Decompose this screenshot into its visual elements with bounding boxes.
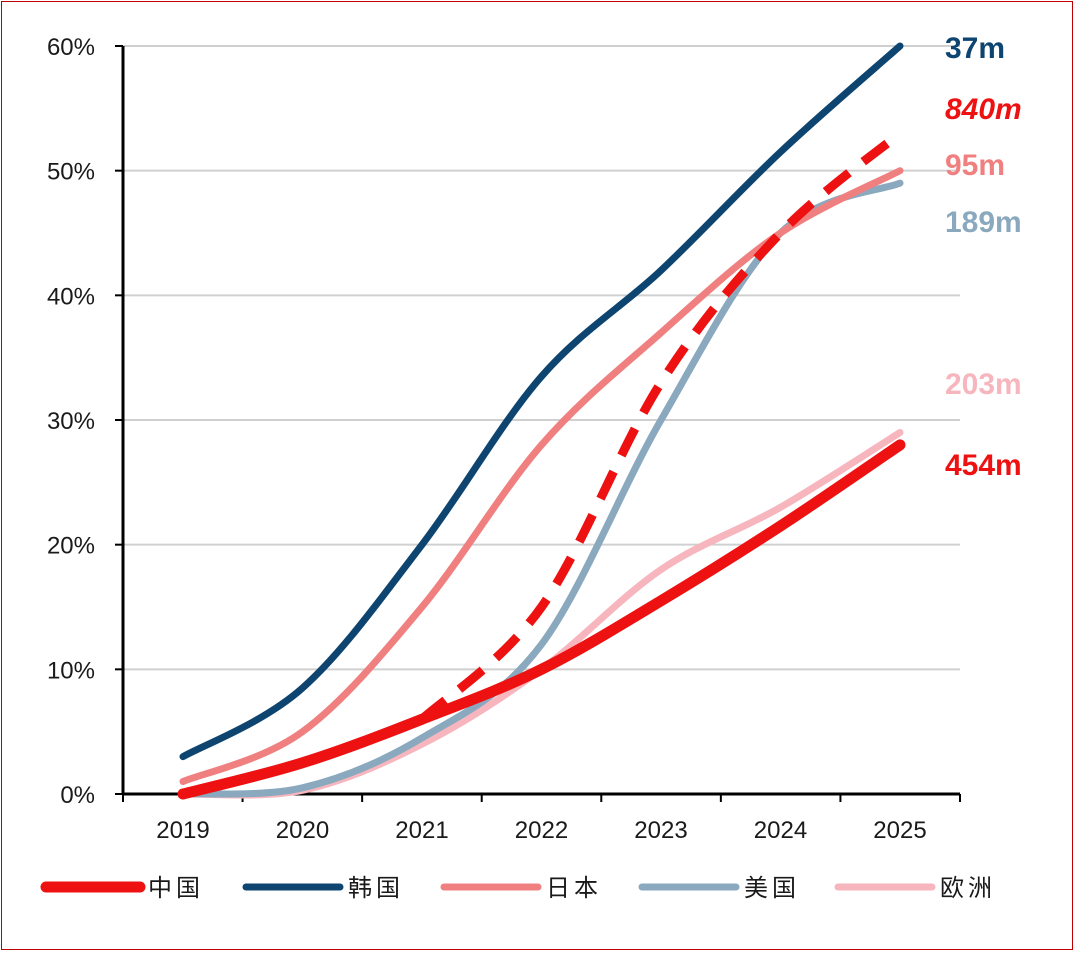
x-tick-label: 2023 [634, 817, 687, 844]
x-tick-labels: 2019 2020 2021 2022 2023 2024 2025 [156, 817, 926, 844]
legend-label: 中国 [148, 874, 204, 902]
x-tick-label: 2020 [276, 817, 329, 844]
y-tick-label: 50% [47, 159, 95, 186]
end-label: 203m [945, 368, 1022, 401]
legend-label: 韩国 [348, 874, 404, 902]
y-tick-labels: 0% 10% 20% 30% 40% 50% 60% [47, 34, 95, 809]
series-line-2 [179, 167, 904, 785]
series-line-0 [177, 439, 906, 800]
legend-label: 美国 [744, 874, 800, 902]
y-tick-label: 10% [47, 657, 95, 684]
end-label: 95m [945, 149, 1005, 182]
end-label: 454m [945, 449, 1022, 482]
end-label: 189m [945, 206, 1022, 239]
y-tick-label: 40% [47, 283, 95, 310]
end-labels: 454m 37m 95m 189m 203m 840m [945, 32, 1022, 482]
x-tick-label: 2024 [754, 817, 807, 844]
y-tick-label: 0% [60, 782, 95, 809]
series-lines [177, 42, 906, 800]
end-label: 37m [945, 32, 1005, 65]
x-tick-label: 2022 [515, 817, 568, 844]
gridlines [123, 45, 960, 671]
series-line-dashed [418, 129, 903, 723]
axes [115, 45, 961, 802]
legend-label: 欧洲 [940, 874, 996, 902]
series-line-1 [179, 42, 904, 761]
x-tick-label: 2019 [156, 817, 209, 844]
y-tick-label: 60% [47, 34, 95, 61]
y-tick-label: 30% [47, 408, 95, 435]
y-tick-label: 20% [47, 533, 95, 560]
legend-label: 日本 [546, 874, 602, 902]
x-tick-label: 2025 [873, 817, 926, 844]
x-tick-label: 2021 [395, 817, 448, 844]
legend: 中国 韩国 日本 美国 欧洲 [40, 874, 996, 902]
series-line-3 [179, 179, 904, 798]
end-label: 840m [945, 93, 1022, 126]
